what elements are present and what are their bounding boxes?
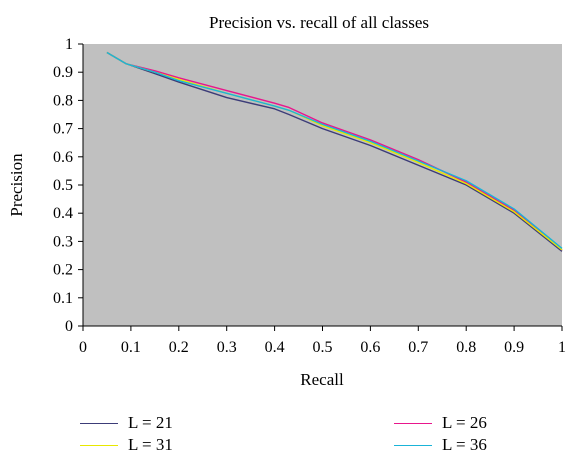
- y-tick-label: 0.2: [53, 262, 73, 279]
- x-tick-label: 0.7: [408, 339, 428, 356]
- y-tick-label: 0: [65, 318, 73, 335]
- series-line-0: [106, 51, 563, 252]
- y-tick-label: 0.4: [53, 205, 73, 222]
- y-tick-label: 0.5: [53, 177, 73, 194]
- x-tick-label: 1: [558, 339, 566, 356]
- y-tick-label: 0.1: [53, 290, 73, 307]
- y-tick-label: 0.3: [53, 233, 73, 250]
- series-layer: [106, 51, 563, 252]
- series-line-1: [106, 51, 563, 251]
- x-axis-label: Recall: [300, 370, 344, 389]
- y-tick-label: 0.7: [53, 121, 73, 138]
- x-tick-label: 0.1: [121, 339, 141, 356]
- x-tick-label: 0.8: [456, 339, 476, 356]
- series-line-3: [106, 51, 563, 249]
- y-tick-label: 0.6: [53, 149, 73, 166]
- y-tick-label: 1: [65, 36, 73, 53]
- x-tick-label: 0.2: [169, 339, 189, 356]
- plot-area: [83, 44, 562, 326]
- chart-title: Precision vs. recall of all classes: [209, 13, 429, 32]
- y-axis-label: Precision: [7, 153, 26, 217]
- x-tick-label: 0.9: [504, 339, 524, 356]
- y-tick-label: 0.9: [53, 64, 73, 81]
- x-tick-label: 0.3: [217, 339, 237, 356]
- ticks-layer: 0 0.1 0.2 0.3 0.4 0.5 0.6 0.7 0.8 0.9 1 0 0.1 0.2 0.3 0…: [53, 36, 566, 356]
- x-tick-label: 0.5: [313, 339, 333, 356]
- x-tick-label: 0.4: [265, 339, 285, 356]
- x-tick-label: 0: [79, 339, 87, 356]
- y-tick-label: 0.8: [53, 92, 73, 109]
- x-tick-label: 0.6: [360, 339, 380, 356]
